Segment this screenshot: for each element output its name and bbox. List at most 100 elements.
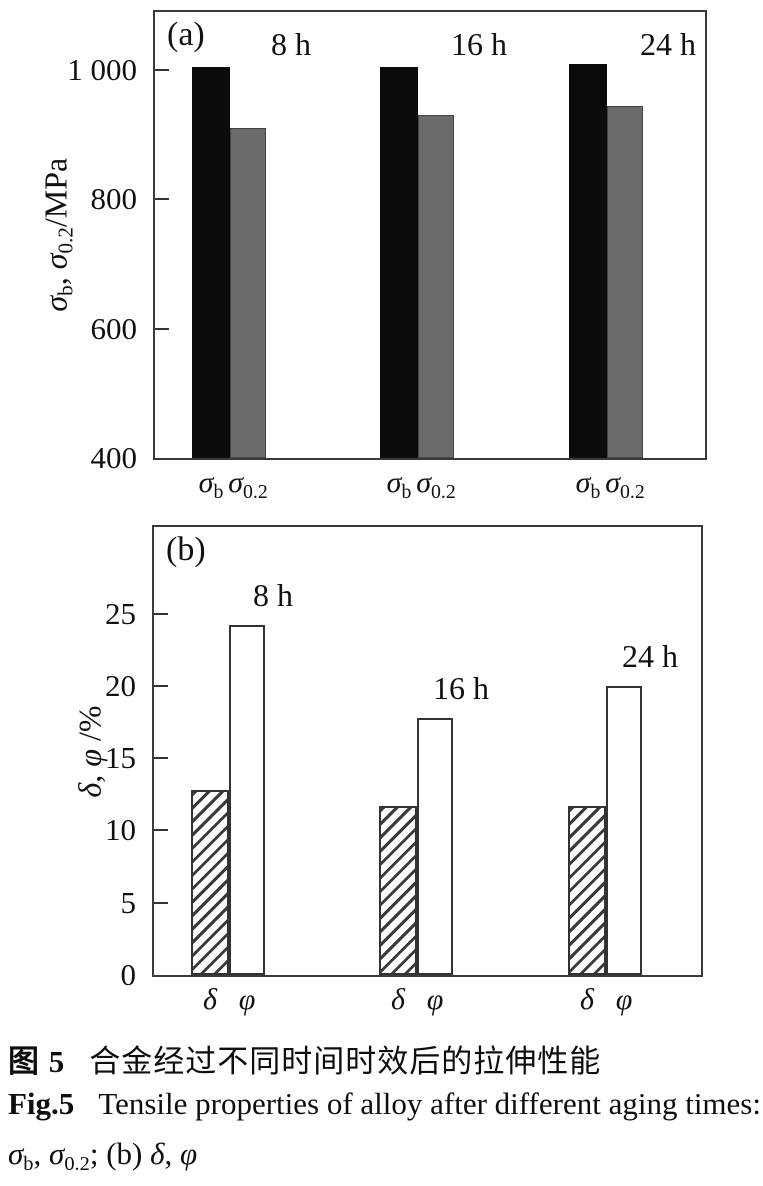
y-tick-label: 600 (90, 310, 138, 346)
text-segment: 0.2 (620, 480, 645, 503)
y-tick-mark (154, 829, 168, 832)
panel-label-b: (b) (166, 531, 206, 568)
axis-label-σ0.2-8h: σ0.2 (193, 466, 303, 504)
time-label-16h: 16 h (451, 26, 507, 62)
text-segment: , (71, 766, 108, 783)
text-segment: ; (b) (89, 1136, 151, 1171)
text-segment: σ (37, 296, 74, 312)
bar-δ-24h (568, 806, 606, 975)
axis-label-φ-24h: φ (569, 983, 679, 1017)
text-segment: φ (180, 1136, 198, 1171)
text-segment: φ (71, 748, 108, 767)
time-label-8h: 8 h (271, 26, 311, 62)
text-segment: , (33, 1136, 50, 1171)
text-segment: σ (37, 253, 74, 270)
text-segment: , (37, 269, 74, 286)
y-axis-label-box-b: δ, φ /% (58, 525, 122, 977)
text-segment: b (590, 480, 601, 503)
caption-english-text: Tensile properties of alloy after differ… (98, 1086, 763, 1121)
text-segment: 0.2 (431, 480, 456, 503)
plot-area-b: (b) (152, 525, 703, 977)
y-tick-label: 10 (105, 812, 136, 848)
text-segment: b (401, 480, 412, 503)
text-segment: σ (198, 466, 214, 499)
text-segment: b (53, 285, 78, 297)
y-tick-label: 800 (90, 181, 138, 217)
time-label-24h: 24 h (622, 638, 678, 674)
text-segment: b (213, 480, 224, 503)
text-segment: σ (386, 466, 402, 499)
caption-english: Fig.5 Tensile properties of alloy after d… (8, 1086, 763, 1122)
time-label-24h: 24 h (640, 26, 696, 62)
text-segment: δ (203, 983, 217, 1016)
bar-δ-8h (191, 790, 229, 975)
bar-σb-24h (569, 64, 607, 458)
y-tick-label: 25 (105, 595, 136, 631)
y-axis-label-a: σb, σ0.2/MPa (37, 158, 78, 312)
text-segment: σ (605, 466, 621, 499)
bar-σ0.2-8h (230, 128, 266, 458)
plot-area-a: (a) (153, 10, 707, 460)
text-segment: σ (575, 466, 591, 499)
y-tick-mark (154, 757, 168, 760)
bar-φ-8h (229, 625, 265, 975)
axis-label-σ0.2-16h: σ0.2 (381, 466, 491, 504)
y-axis-label-b: δ, φ /% (72, 705, 109, 797)
text-segment: φ (426, 983, 444, 1016)
y-tick-label: 20 (105, 667, 136, 703)
caption-english-label: Fig.5 (8, 1086, 75, 1121)
bar-σ0.2-16h (418, 115, 454, 458)
text-segment: δ (150, 1136, 165, 1171)
axis-label-σb-24h: σb (533, 466, 643, 504)
bar-δ-16h (379, 806, 417, 975)
text-segment: σ (8, 1136, 24, 1171)
bar-σ0.2-24h (607, 106, 643, 458)
text-segment: σ (228, 466, 244, 499)
bar-σb-16h (380, 67, 418, 458)
axis-label-φ-8h: φ (192, 983, 302, 1017)
y-tick-mark (155, 327, 169, 330)
time-label-16h: 16 h (433, 670, 489, 706)
text-segment: 0.2 (53, 227, 78, 254)
axis-label-δ-16h: δ (343, 983, 453, 1017)
axis-label-σb-16h: σb (344, 466, 454, 504)
text-segment: 0.2 (243, 480, 268, 503)
y-tick-label: 400 (90, 440, 138, 475)
text-segment: φ (615, 983, 633, 1016)
axis-label-δ-8h: δ (155, 983, 265, 1017)
y-tick-mark (154, 901, 168, 904)
text-segment: , (164, 1136, 181, 1171)
panel-label-a: (a) (167, 16, 205, 53)
caption-chinese-label: 图 5 (8, 1044, 66, 1079)
text-segment: b (23, 1153, 34, 1176)
y-tick-mark (154, 612, 168, 615)
text-segment: 0.2 (64, 1153, 90, 1176)
time-label-8h: 8 h (253, 577, 293, 613)
bar-φ-16h (417, 718, 453, 975)
axis-label-δ-24h: δ (532, 983, 642, 1017)
caption-symbols-line: σb, σ0.2; (b) δ, φ (8, 1136, 763, 1176)
y-tick-mark (155, 69, 169, 72)
text-segment: φ (238, 983, 256, 1016)
text-segment: δ (71, 782, 108, 798)
axis-label-σb-8h: σb (156, 466, 266, 504)
text-segment: /% (71, 704, 108, 749)
axis-label-σ0.2-24h: σ0.2 (570, 466, 680, 504)
text-segment: /MPa (37, 158, 74, 228)
text-segment: σ (49, 1136, 65, 1171)
text-segment: δ (580, 983, 594, 1016)
text-segment: δ (391, 983, 405, 1016)
y-tick-label: 15 (105, 740, 136, 776)
y-tick-label: 1 000 (67, 52, 137, 88)
y-tick-mark (154, 684, 168, 687)
y-tick-mark (155, 198, 169, 201)
y-tick-label: 0 (120, 957, 137, 992)
bar-φ-24h (606, 686, 642, 975)
bar-σb-8h (192, 67, 230, 458)
caption-chinese: 图 5 合金经过不同时间时效后的拉伸性能 (8, 1036, 763, 1081)
axis-label-φ-16h: φ (380, 983, 490, 1017)
y-tick-label: 5 (120, 884, 137, 920)
y-axis-label-box-a: σb, σ0.2/MPa (26, 10, 90, 460)
text-segment: σ (416, 466, 432, 499)
